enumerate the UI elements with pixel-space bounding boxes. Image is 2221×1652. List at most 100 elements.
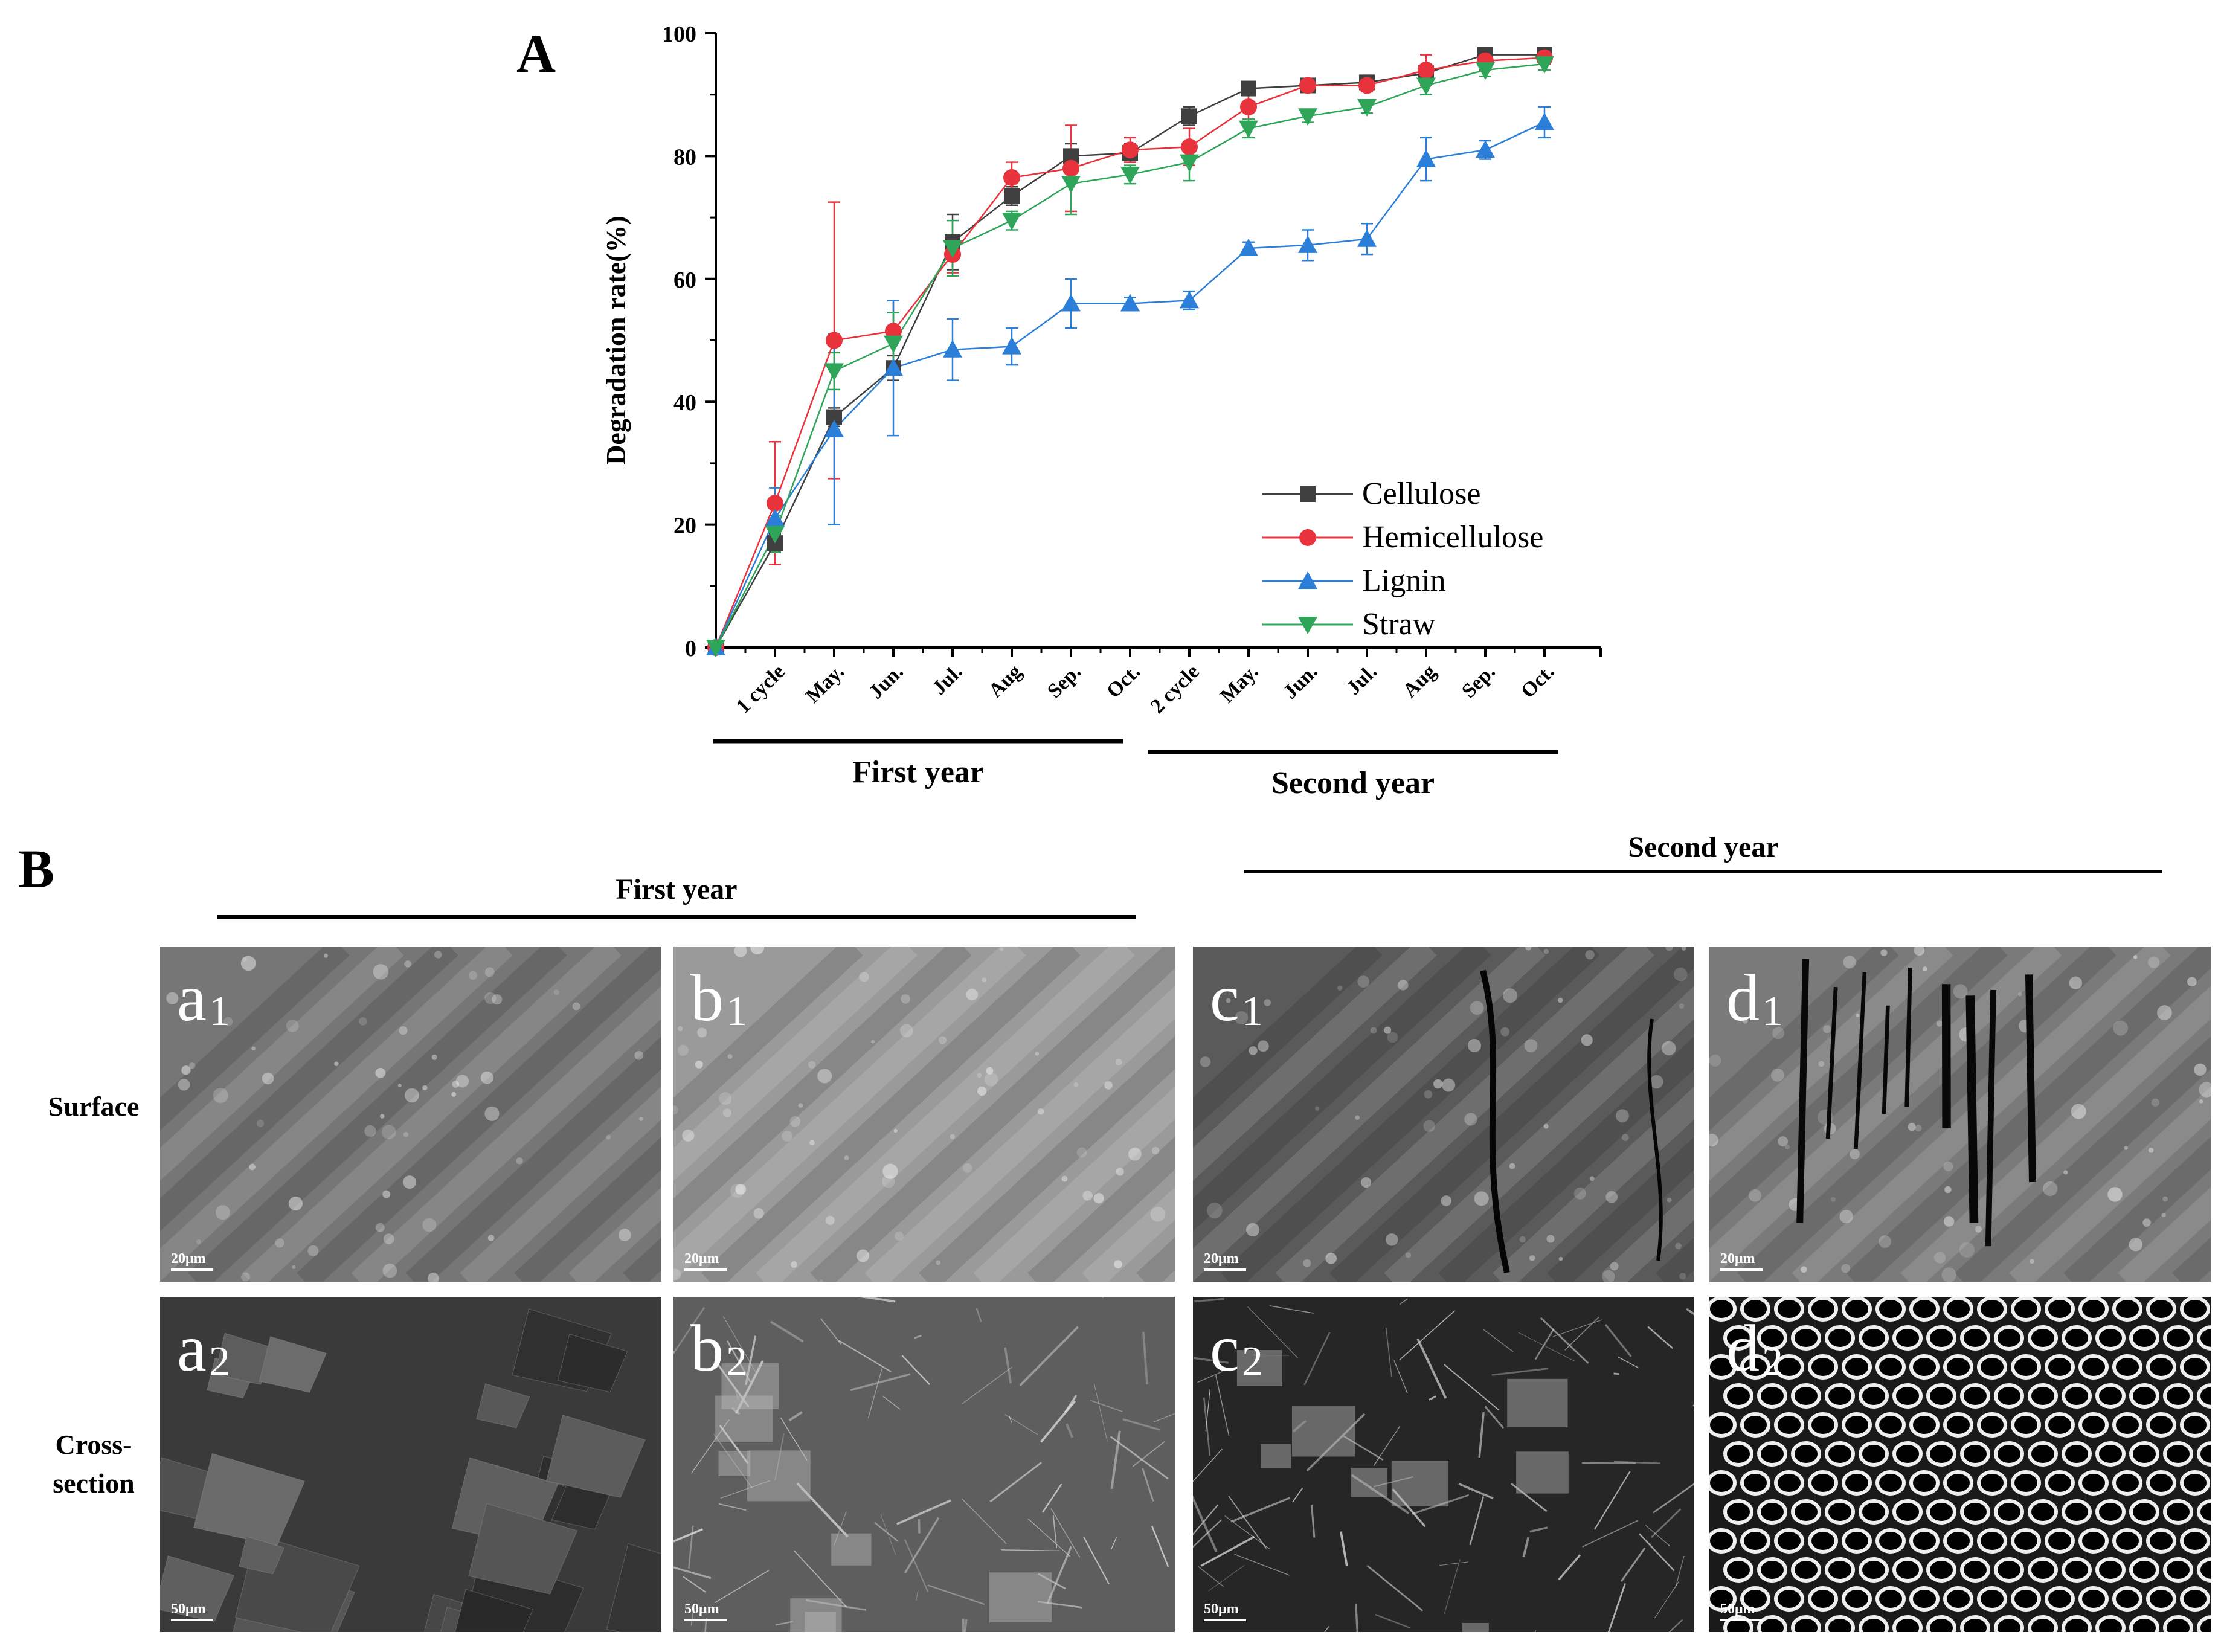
sem-panel-label-c2: c2 bbox=[1210, 1315, 1263, 1383]
hemicellulose-point bbox=[1062, 159, 1079, 177]
legend-label-hemicellulose: Hemicellulose bbox=[1362, 520, 1543, 554]
lignin-point bbox=[1180, 291, 1199, 309]
legend-label-straw: Straw bbox=[1362, 607, 1436, 641]
cellulose-point bbox=[1004, 188, 1020, 204]
sem-image-a2: a2 50μm bbox=[160, 1297, 661, 1632]
sem-panel-subscript: 1 bbox=[208, 988, 230, 1035]
sem-image-b2: b2 50μm bbox=[673, 1297, 1175, 1632]
lignin-point bbox=[1298, 235, 1317, 253]
scale-bar: 20μm bbox=[171, 1251, 213, 1271]
x-tick-label: 1 cycle bbox=[732, 660, 789, 718]
legend-marker-straw bbox=[1298, 617, 1317, 634]
sem-panel-label-c1: c1 bbox=[1210, 965, 1263, 1033]
y-tick-label: 40 bbox=[673, 390, 696, 416]
straw-point bbox=[1476, 62, 1495, 80]
lignin-point bbox=[1002, 336, 1021, 355]
sem-image-d1: d1 20μm bbox=[1709, 947, 2211, 1282]
sem-panel-subscript: 2 bbox=[1762, 1339, 1783, 1385]
scale-bar-label: 50μm bbox=[171, 1601, 206, 1617]
sem-panel-label-d2: d2 bbox=[1726, 1315, 1783, 1383]
straw-point bbox=[943, 240, 962, 258]
group-label-1: First year bbox=[852, 755, 984, 789]
y-tick-label: 80 bbox=[673, 144, 696, 170]
scale-bar-label: 20μm bbox=[1204, 1251, 1239, 1267]
sem-panel-subscript: 2 bbox=[208, 1339, 230, 1385]
series-markers bbox=[706, 47, 1554, 657]
x-tick-label: Jul. bbox=[928, 660, 966, 699]
x-tick-label: Sep. bbox=[1043, 660, 1085, 702]
second-year-header: Second year bbox=[1628, 831, 1779, 863]
second-year-line bbox=[1244, 870, 2162, 873]
sem-image-d2: d2 50μm bbox=[1709, 1297, 2211, 1632]
panel-b-letter: B bbox=[18, 840, 55, 899]
straw-point bbox=[1180, 154, 1199, 172]
y-tick-label: 60 bbox=[673, 268, 696, 293]
sem-panel-letter: b bbox=[690, 1311, 724, 1385]
lignin-point bbox=[884, 358, 903, 376]
sem-image-c2: c2 50μm bbox=[1193, 1297, 1694, 1632]
scale-bar-line bbox=[684, 1268, 727, 1271]
straw-point bbox=[1298, 108, 1317, 126]
x-tick-label: Aug bbox=[985, 660, 1026, 702]
hemicellulose-point bbox=[767, 495, 783, 512]
sem-panel-label-b2: b2 bbox=[690, 1315, 747, 1383]
cellulose-point bbox=[1241, 80, 1256, 97]
legend-marker-cellulose bbox=[1300, 486, 1316, 502]
scale-bar: 50μm bbox=[684, 1601, 727, 1621]
sem-panel-letter: a bbox=[177, 961, 207, 1035]
straw-point bbox=[765, 525, 785, 544]
lignin-point bbox=[824, 419, 844, 437]
scale-bar-line bbox=[171, 1268, 213, 1271]
scale-bar-label: 50μm bbox=[1720, 1601, 1755, 1617]
group-label-2: Second year bbox=[1271, 766, 1435, 800]
sem-panel-letter: c bbox=[1210, 1311, 1239, 1385]
straw-point bbox=[1357, 99, 1377, 117]
first-year-header: First year bbox=[616, 873, 738, 905]
scale-bar-label: 20μm bbox=[171, 1251, 206, 1267]
x-tick-label: 2 cycle bbox=[1146, 660, 1204, 718]
sem-panel-label-d1: d1 bbox=[1726, 965, 1783, 1033]
x-tick-label: May. bbox=[802, 660, 849, 707]
straw-point bbox=[1239, 120, 1258, 138]
row-label-cross-section: Cross- section bbox=[24, 1425, 163, 1503]
sem-panel-label-a1: a1 bbox=[177, 965, 230, 1033]
lignin-point bbox=[1357, 229, 1377, 247]
scale-bar: 20μm bbox=[1720, 1251, 1763, 1271]
scale-bar: 50μm bbox=[1720, 1601, 1763, 1621]
x-tick-label: Jun. bbox=[865, 660, 908, 703]
x-tick-label: Aug bbox=[1399, 660, 1441, 702]
hemicellulose-point bbox=[1358, 77, 1375, 94]
degradation-line-chart: 0 20 40 60 80 100 Degradation rate(%) 1 cycle Ma… bbox=[600, 22, 1602, 800]
hemicellulose-point bbox=[1003, 169, 1020, 186]
sem-image-c1: c1 20μm bbox=[1193, 947, 1694, 1282]
hemicellulose-point bbox=[1299, 77, 1316, 94]
x-tick-label: May. bbox=[1216, 660, 1263, 707]
scale-bar-line bbox=[171, 1619, 213, 1621]
row-label-cross-line1: Cross- bbox=[55, 1429, 132, 1460]
legend-marker-hemicellulose bbox=[1299, 529, 1316, 546]
y-tick-label: 0 bbox=[685, 636, 696, 661]
x-tick-label: Oct. bbox=[1102, 660, 1145, 702]
lignin-point bbox=[1120, 294, 1140, 312]
hemicellulose-point bbox=[1122, 141, 1139, 159]
legend-label-cellulose: Cellulose bbox=[1362, 477, 1480, 511]
scale-bar-line bbox=[1204, 1619, 1246, 1621]
scale-bar-line bbox=[1204, 1268, 1246, 1271]
row-label-cross-line2: section bbox=[53, 1468, 135, 1499]
scale-bar-line bbox=[1720, 1268, 1763, 1271]
lignin-point bbox=[1535, 112, 1554, 130]
sem-panel-letter: b bbox=[690, 961, 724, 1035]
hemicellulose-point bbox=[826, 332, 843, 349]
sem-image-b1: b1 20μm bbox=[673, 947, 1175, 1282]
year-group-brackets: First year Second year bbox=[713, 739, 1558, 800]
y-axis-label: Degradation rate(%) bbox=[600, 216, 631, 465]
straw-point bbox=[1416, 77, 1436, 95]
sem-image-a1: a1 20μm bbox=[160, 947, 661, 1282]
sem-panel-letter: d bbox=[1726, 961, 1760, 1035]
row-label-surface: Surface bbox=[48, 1091, 140, 1122]
straw-point bbox=[1061, 176, 1081, 194]
sem-panel-subscript: 1 bbox=[1241, 988, 1263, 1035]
scale-bar: 50μm bbox=[1204, 1601, 1246, 1621]
sem-panel-letter: d bbox=[1726, 1311, 1760, 1385]
chart-legend: Cellulose Hemicellulose Lignin Straw bbox=[1262, 477, 1543, 641]
